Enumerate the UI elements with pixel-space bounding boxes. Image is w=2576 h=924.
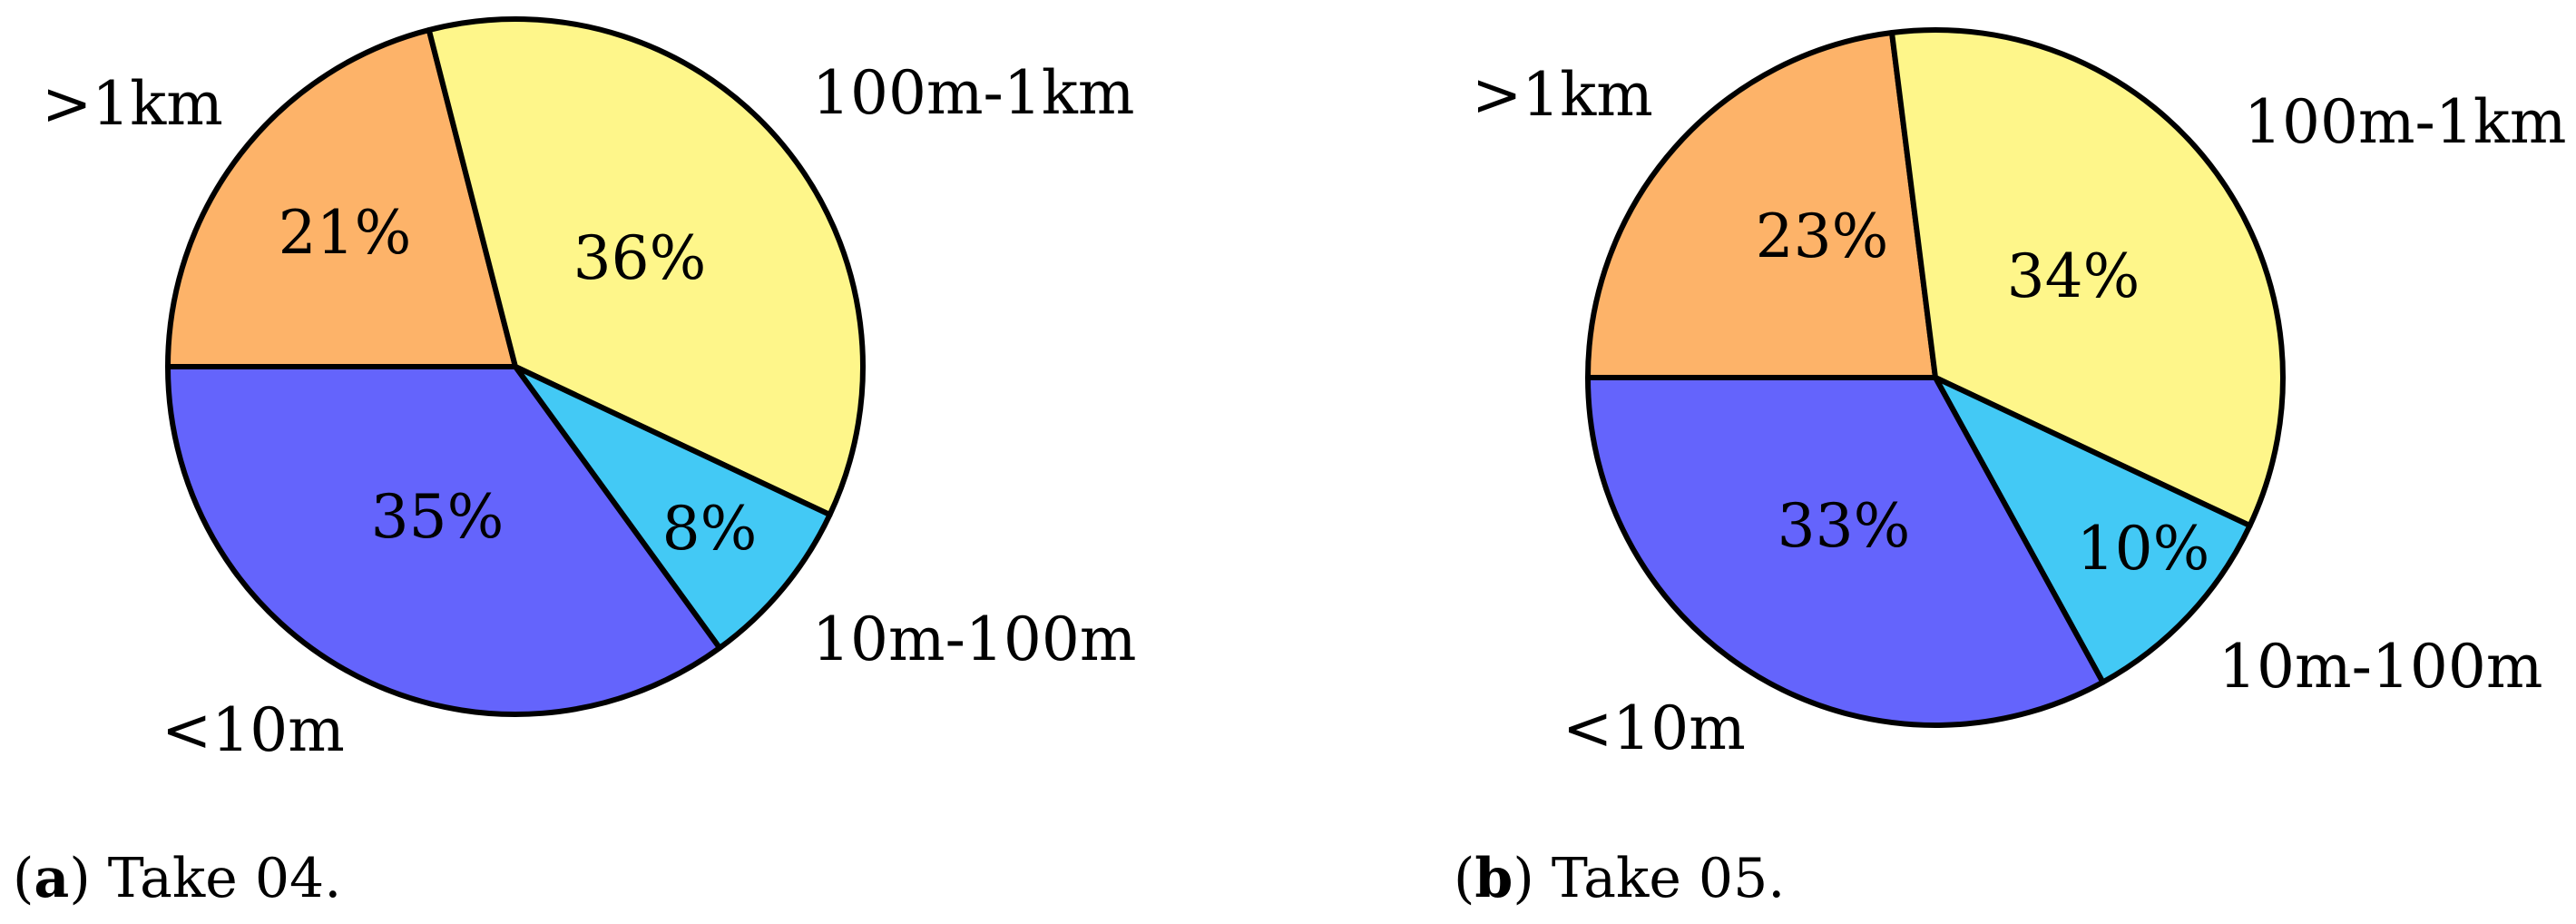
slice-category-label-a-2: 10m-100m — [812, 605, 1136, 674]
slice-category-label-b-0: >1km — [1472, 60, 1653, 130]
slice-category-label-b-1: 100m-1km — [2244, 87, 2566, 157]
slice-category-label-a-1: 100m-1km — [812, 58, 1134, 128]
caption-b-text: Take 05. — [1552, 847, 1786, 910]
pie-slice-a-0 — [165, 27, 518, 369]
caption-a: (a) Take 04. — [13, 847, 341, 910]
pie-slice-a-3 — [165, 364, 723, 717]
pie-slice-b-3 — [1585, 375, 2106, 728]
slice-value-label-b-1: 34% — [2007, 241, 2140, 311]
caption-b-letter: b — [1474, 847, 1513, 910]
slice-value-label-b-3: 33% — [1778, 491, 1911, 561]
pie-slice-b-0 — [1585, 30, 1938, 380]
slice-category-label-b-3: <10m — [1562, 693, 1746, 763]
slice-value-label-a-2: 8% — [662, 494, 758, 564]
slice-category-label-b-2: 10m-100m — [2218, 632, 2542, 702]
slice-category-label-a-0: >1km — [42, 69, 223, 139]
slice-value-label-b-0: 23% — [1756, 202, 1889, 271]
caption-a-text: Take 04. — [108, 847, 342, 910]
pie-slice-a-1 — [426, 16, 866, 518]
pie-chart-take-05: 23% >1km 34% 100m-1km 10%10m-100m 33% <10m — [1472, 27, 2566, 763]
pie-chart-take-04: 21% >1km 36% 100m-1km 8% 10m-100m 35% <10m — [42, 16, 1136, 765]
pie-slice-a-2 — [513, 364, 833, 651]
slice-value-label-a-0: 21% — [279, 198, 412, 268]
pie-slice-b-2 — [1933, 375, 2253, 685]
caption-a-letter: a — [34, 847, 69, 910]
slice-category-label-a-3: <10m — [162, 695, 345, 765]
slice-value-label-b-2: 10% — [2077, 514, 2210, 584]
caption-b: (b) Take 05. — [1454, 847, 1785, 910]
slice-value-label-a-1: 36% — [573, 223, 707, 293]
slice-value-label-a-3: 35% — [371, 482, 504, 552]
